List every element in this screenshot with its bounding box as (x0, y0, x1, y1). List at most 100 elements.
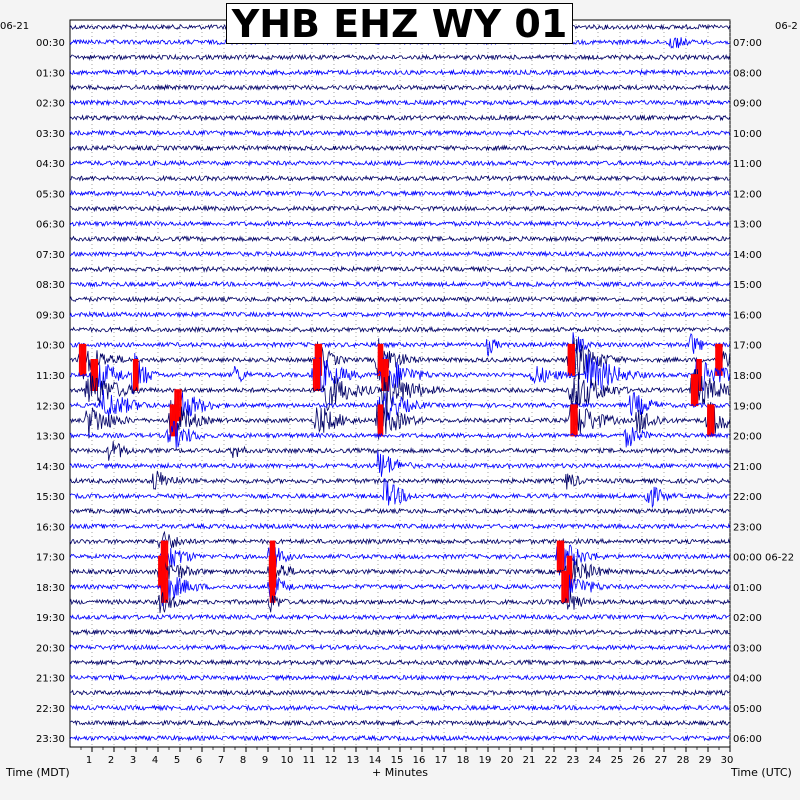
left-time-label: 08:30 (36, 280, 65, 291)
trace-row-46 (69, 719, 730, 727)
right-time-label: 18:00 (733, 371, 762, 382)
trace-row-29 (69, 450, 731, 477)
trace-row-39 (69, 613, 730, 621)
trace-row-13 (69, 220, 730, 228)
trace-row-8 (69, 144, 730, 152)
trace-row-3 (69, 68, 731, 77)
right-time-label: 17:00 (733, 341, 762, 352)
left-time-label: 23:30 (36, 734, 65, 745)
x-axis-ticks (80, 747, 731, 752)
x-tick-label: 11 (303, 755, 316, 766)
trace-row-43 (69, 673, 731, 682)
right-time-label: 06:00 (733, 734, 762, 745)
left-time-label: 04:30 (36, 159, 65, 170)
right-time-label: 13:00 (733, 220, 762, 231)
trace-row-12 (69, 204, 730, 213)
trace-row-9 (69, 159, 731, 167)
right-time-labels: 07:00 08:00 09:00 10:00 11:00 12:00 13:00 14:00… (733, 38, 794, 745)
trace-row-21 (69, 332, 731, 356)
left-time-label: 17:30 (36, 553, 65, 564)
left-axis-title: Time (MDT) (6, 766, 70, 779)
x-tick-label: 20 (501, 755, 514, 766)
left-time-label: 15:30 (36, 492, 65, 503)
trace-row-34 (69, 530, 731, 549)
right-time-label: 19:00 (733, 401, 762, 412)
x-tick-label: 4 (152, 755, 158, 766)
right-time-label: 02:00 (733, 613, 762, 624)
x-tick-label: 18 (457, 755, 470, 766)
trace-row-15 (69, 250, 731, 258)
x-tick-label: 22 (545, 755, 558, 766)
trace-row-35 (69, 539, 731, 576)
x-tick-label: 10 (281, 755, 294, 766)
right-time-label: 08:00 (733, 68, 762, 79)
x-tick-label: 1 (86, 755, 92, 766)
x-tick-label: 25 (611, 755, 624, 766)
trace-row-28 (69, 441, 730, 461)
left-date-label: 06-21 (0, 21, 30, 32)
left-time-label: 07:30 (36, 250, 65, 261)
left-time-label: 09:30 (36, 310, 65, 321)
trace-row-17 (69, 280, 731, 288)
x-tick-label: 6 (196, 755, 202, 766)
x-tick-label: 30 (721, 755, 734, 766)
x-tick-label: 24 (589, 755, 602, 766)
x-tick-label: 27 (655, 755, 668, 766)
x-tick-label: 14 (369, 755, 382, 766)
right-time-label: 12:00 (733, 189, 762, 200)
trace-row-42 (69, 658, 731, 667)
trace-row-40 (69, 628, 730, 636)
left-time-label: 21:30 (36, 674, 65, 685)
x-tick-label: 9 (262, 755, 268, 766)
right-time-label: 15:00 (733, 280, 762, 291)
right-time-label: 20:00 (733, 432, 762, 443)
left-time-labels: 00:30 01:30 02:30 03:30 04:30 05:30 06:30 07:30… (36, 38, 65, 745)
right-time-label: 11:00 (733, 159, 762, 170)
right-time-label: 14:00 (733, 250, 762, 261)
right-time-label: 00:00 06-22 (733, 553, 794, 564)
chart-title: YHB EHZ WY 01 (226, 3, 573, 45)
x-tick-labels: 1 2 3 4 5 6 7 8 9 10 11 12 13 14 15 16 17 18 19 20 21 22 23 24 2… (86, 755, 734, 766)
left-time-label: 05:30 (36, 189, 65, 200)
trace-row-44 (69, 689, 730, 697)
right-time-label: 03:00 (733, 643, 762, 654)
trace-row-22 (69, 337, 731, 381)
right-time-label: 23:00 (733, 522, 762, 533)
right-time-label: 22:00 (733, 492, 762, 503)
trace-row-47 (69, 734, 730, 742)
trace-row-27 (69, 420, 730, 449)
x-tick-label: 2 (108, 755, 114, 766)
trace-row-6 (69, 114, 731, 122)
x-tick-label: 12 (325, 755, 338, 766)
trace-row-5 (69, 98, 731, 107)
left-time-label: 06:30 (36, 220, 65, 231)
left-time-label: 18:30 (36, 583, 65, 594)
right-date-label: 06-2 (775, 21, 798, 32)
left-time-label: 03:30 (36, 129, 65, 140)
left-time-label: 13:30 (36, 432, 65, 443)
left-time-label: 02:30 (36, 99, 65, 110)
x-tick-label: 21 (523, 755, 536, 766)
x-tick-label: 17 (435, 755, 448, 766)
trace-row-36 (69, 555, 731, 590)
right-time-label: 04:00 (733, 674, 762, 685)
trace-row-16 (69, 265, 731, 273)
left-time-label: 11:30 (36, 371, 65, 382)
trace-row-11 (69, 189, 730, 198)
x-tick-label: 26 (633, 755, 646, 766)
trace-row-41 (69, 643, 731, 651)
left-time-label: 12:30 (36, 401, 65, 412)
left-time-label: 22:30 (36, 704, 65, 715)
trace-row-38 (69, 591, 731, 614)
x-tick-label: 13 (347, 755, 360, 766)
right-time-label: 09:00 (733, 99, 762, 110)
trace-row-14 (69, 235, 731, 243)
left-time-label: 16:30 (36, 522, 65, 533)
right-time-label: 07:00 (733, 38, 762, 49)
trace-row-26 (69, 400, 731, 440)
x-tick-label: 28 (677, 755, 690, 766)
x-tick-label: 8 (240, 755, 246, 766)
left-time-label: 00:30 (36, 38, 65, 49)
x-tick-label: 16 (413, 755, 426, 766)
